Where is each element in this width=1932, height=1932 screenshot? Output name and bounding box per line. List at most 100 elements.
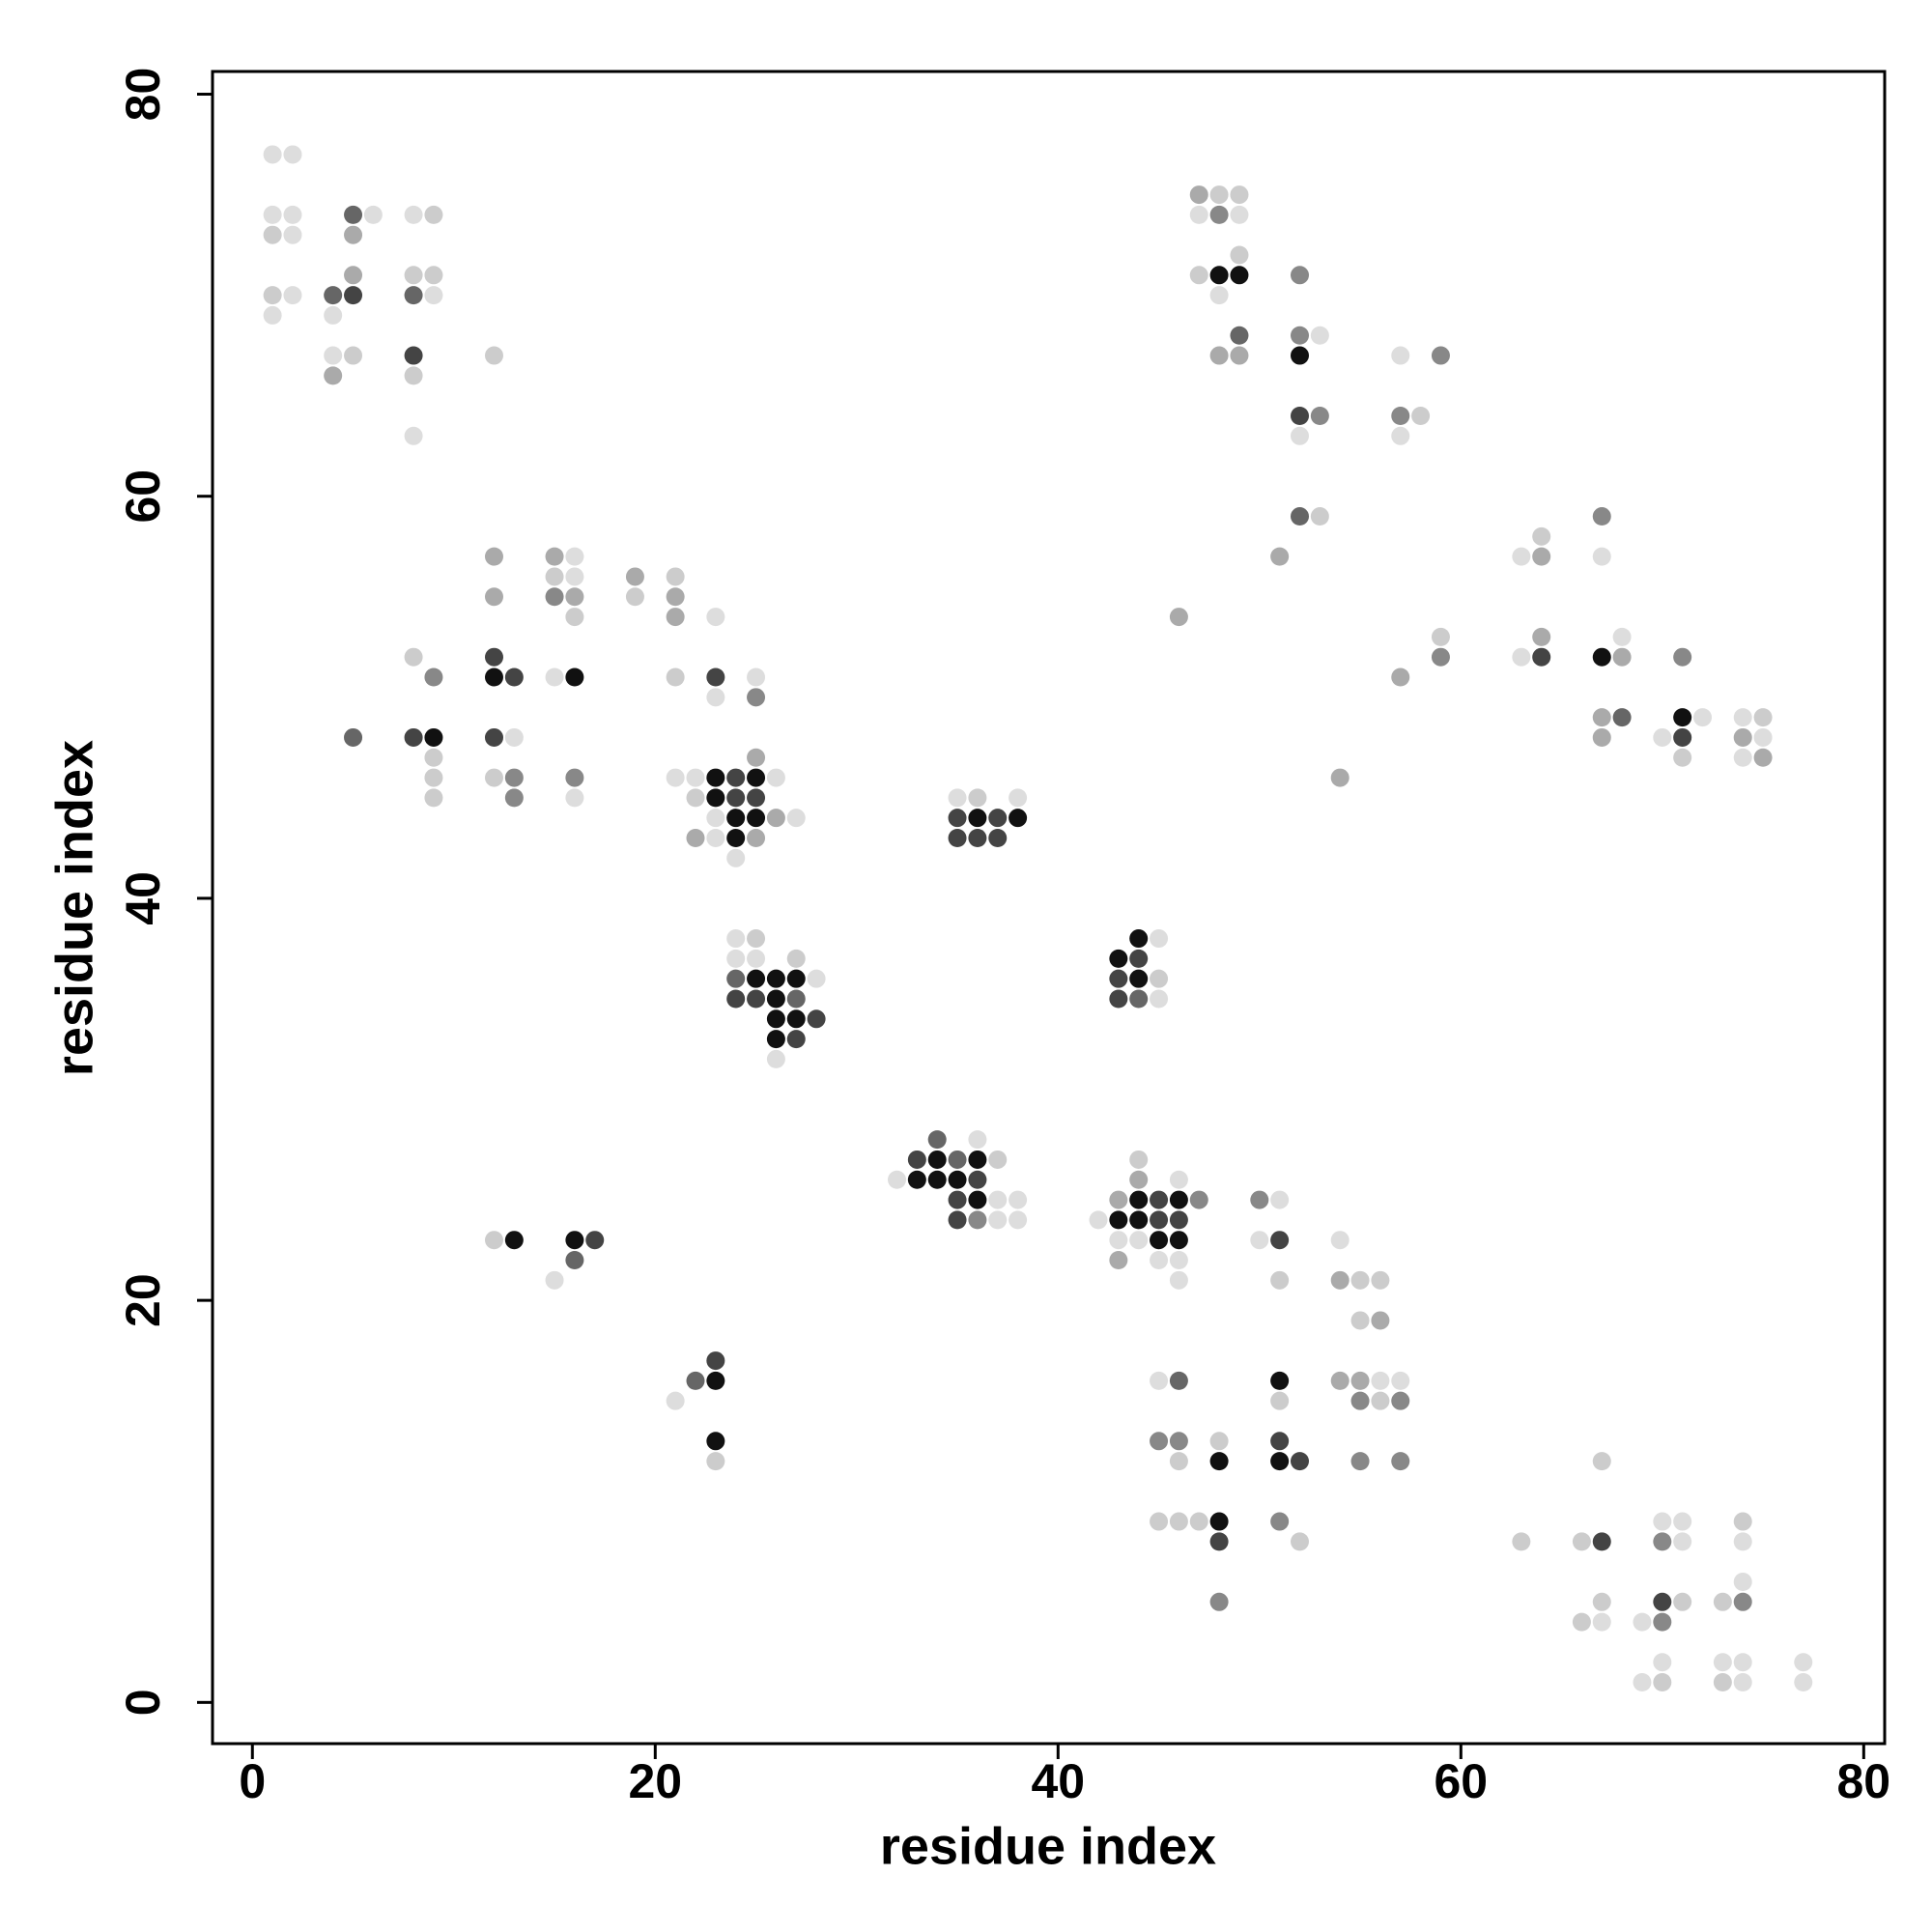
contact-point <box>948 1150 967 1169</box>
contact-point <box>726 929 746 949</box>
contact-point <box>1129 969 1149 988</box>
contact-point <box>988 1190 1008 1209</box>
contact-point <box>484 587 503 607</box>
contact-point <box>686 1371 705 1390</box>
contact-point <box>948 1190 967 1209</box>
contact-point <box>968 809 987 828</box>
contact-point <box>1512 647 1531 667</box>
contact-point <box>344 266 363 285</box>
contact-point <box>686 768 705 787</box>
contact-point <box>968 1170 987 1189</box>
contact-point <box>1633 1612 1652 1632</box>
contact-point <box>1391 406 1410 425</box>
contact-point <box>565 1251 584 1270</box>
contact-point <box>1209 185 1229 205</box>
contact-point <box>706 828 725 847</box>
contact-point <box>484 727 503 747</box>
contact-point <box>1572 1532 1591 1551</box>
plot-frame <box>211 70 1887 1746</box>
contact-point <box>948 1170 967 1189</box>
contact-point <box>1572 1612 1591 1632</box>
contact-point <box>1150 929 1169 949</box>
contact-point <box>1169 1270 1188 1290</box>
contact-point <box>1291 266 1310 285</box>
contact-point <box>726 989 746 1009</box>
contact-point <box>1009 1210 1028 1230</box>
contact-point <box>948 1210 967 1230</box>
contact-point <box>1512 1532 1531 1551</box>
contact-point <box>1350 1270 1370 1290</box>
contact-point <box>1653 727 1672 747</box>
contact-point <box>1350 1311 1370 1330</box>
contact-point <box>726 788 746 808</box>
contact-point <box>324 286 343 305</box>
y-tick-label: 20 <box>116 1273 170 1327</box>
contact-point <box>1733 708 1752 727</box>
contact-point <box>766 809 785 828</box>
contact-point <box>1592 1532 1611 1551</box>
x-tick-label: 20 <box>628 1754 682 1808</box>
contact-point <box>565 608 584 627</box>
contact-point <box>585 1231 605 1250</box>
contact-point <box>1733 1592 1752 1611</box>
contact-point <box>263 145 282 164</box>
contact-point <box>404 366 423 385</box>
contact-point <box>948 809 967 828</box>
contact-point <box>404 346 423 365</box>
contact-point <box>1653 1653 1672 1672</box>
contact-point <box>324 305 343 325</box>
contact-point <box>1532 547 1551 566</box>
contact-point <box>747 949 766 968</box>
contact-point <box>404 647 423 667</box>
contact-point <box>545 587 564 607</box>
contact-point <box>504 788 524 808</box>
contact-point <box>484 647 503 667</box>
contact-point <box>1753 748 1773 767</box>
contact-point <box>968 828 987 847</box>
contact-point <box>1391 668 1410 687</box>
contact-point <box>1270 1270 1290 1290</box>
contact-point <box>1673 708 1692 727</box>
contact-point <box>1150 1371 1169 1390</box>
contact-point <box>1733 1572 1752 1591</box>
contact-point <box>1592 507 1611 526</box>
contact-point <box>1150 1432 1169 1451</box>
contact-point <box>988 828 1008 847</box>
contact-point <box>1532 627 1551 646</box>
contact-point <box>545 567 564 586</box>
contact-point <box>404 727 423 747</box>
contact-point <box>1794 1653 1813 1672</box>
contact-point <box>1330 768 1350 787</box>
contact-point <box>1209 346 1229 365</box>
contact-point <box>786 949 806 968</box>
contact-point <box>1592 647 1611 667</box>
contact-point <box>1150 1190 1169 1209</box>
contact-point <box>786 1030 806 1049</box>
contact-point <box>1209 1512 1229 1531</box>
contact-point <box>1270 1190 1290 1209</box>
contact-point <box>1673 647 1692 667</box>
contact-point <box>766 969 785 988</box>
contact-point <box>786 809 806 828</box>
contact-point <box>344 727 363 747</box>
contact-point <box>1713 1673 1732 1692</box>
contact-point <box>907 1170 926 1189</box>
contact-point <box>1733 1673 1752 1692</box>
contact-point <box>1794 1673 1813 1692</box>
contact-point <box>706 768 725 787</box>
contact-point <box>1733 1653 1752 1672</box>
contact-point <box>968 1130 987 1150</box>
contact-point <box>988 809 1008 828</box>
x-tick-label: 40 <box>1031 1754 1085 1808</box>
contact-point <box>1673 727 1692 747</box>
contact-point <box>1592 1592 1611 1611</box>
contact-point <box>1230 326 1249 345</box>
contact-point <box>1270 1452 1290 1471</box>
contact-point <box>424 768 443 787</box>
contact-point <box>1109 949 1128 968</box>
contact-point <box>283 225 302 244</box>
contact-point <box>324 366 343 385</box>
contact-point <box>263 205 282 224</box>
